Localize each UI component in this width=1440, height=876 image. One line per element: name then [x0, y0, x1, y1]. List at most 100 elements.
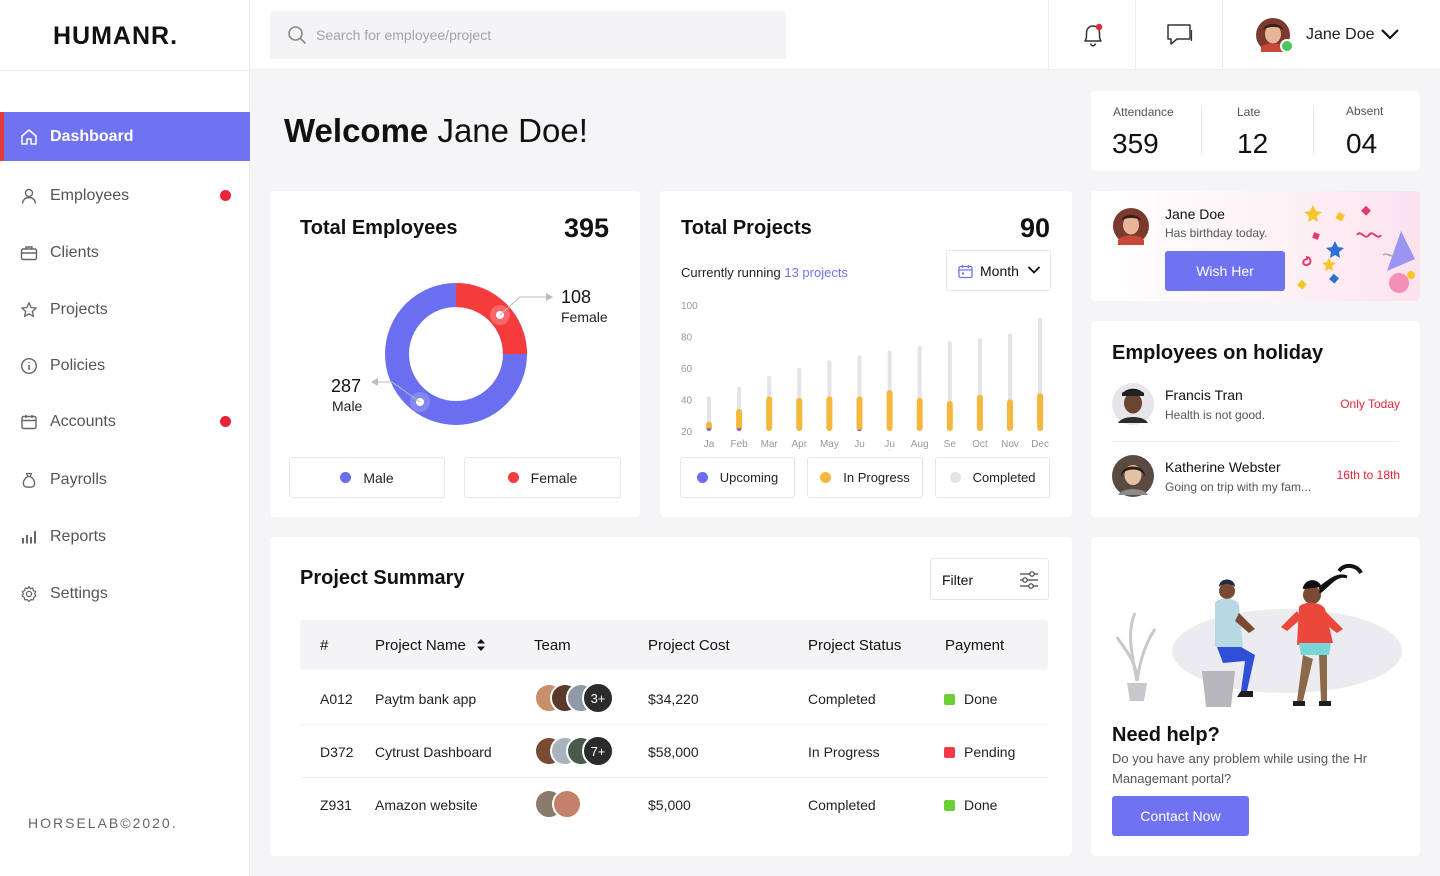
- sidebar-item-label: Clients: [50, 243, 99, 261]
- column-header-cost: Project Cost: [648, 637, 730, 654]
- logo[interactable]: HUMANR.: [53, 22, 179, 50]
- team-avatars[interactable]: [534, 787, 594, 823]
- running-label: Currently running: [681, 265, 781, 280]
- bar-upcoming[interactable]: [707, 427, 711, 431]
- bar-in-progress[interactable]: [856, 396, 863, 431]
- holiday-name: Katherine Webster: [1165, 459, 1281, 475]
- help-card: Need help? Do you have any problem while…: [1091, 537, 1420, 856]
- bar-in-progress[interactable]: [766, 396, 773, 431]
- sidebar-item-accounts[interactable]: Accounts: [0, 397, 250, 446]
- help-text: Do you have any problem while using the …: [1112, 751, 1368, 786]
- chevron-down-icon[interactable]: [1380, 27, 1400, 41]
- bar-in-progress[interactable]: [946, 401, 953, 431]
- team-avatars[interactable]: 3+: [534, 681, 624, 717]
- sort-icon: [477, 639, 486, 651]
- chat-icon[interactable]: [1166, 22, 1194, 48]
- avatar[interactable]: [1255, 17, 1293, 55]
- payment-indicator: [944, 694, 955, 705]
- divider: [1201, 105, 1202, 155]
- legend-in-progress-button[interactable]: In Progress: [807, 457, 923, 498]
- gear-icon: [21, 585, 37, 602]
- payment-label: Done: [964, 691, 998, 707]
- sidebar-item-label: Projects: [50, 300, 108, 318]
- x-tick-label: Aug: [911, 439, 929, 450]
- holiday-note: Health is not good.: [1165, 408, 1266, 422]
- holiday-when: Only Today: [1340, 397, 1400, 411]
- legend-label: In Progress: [843, 470, 910, 485]
- legend-upcoming-button[interactable]: Upcoming: [680, 457, 795, 498]
- avatar: [1113, 208, 1149, 245]
- legend-label: Male: [363, 469, 394, 486]
- project-name: Amazon website: [375, 797, 478, 813]
- projects-bar-chart: 10080604020JanFebMarAprMayJunJulAugSepOc…: [681, 301, 1049, 451]
- project-status: Completed: [808, 797, 876, 813]
- bar-upcoming[interactable]: [857, 429, 862, 431]
- legend-female-button[interactable]: Female: [464, 457, 621, 498]
- payment-indicator: [944, 747, 955, 758]
- sidebar-item-dashboard[interactable]: Dashboard: [0, 112, 250, 161]
- sidebar-item-label: Policies: [50, 356, 106, 374]
- y-tick-label: 100: [681, 301, 698, 312]
- divider: [1313, 105, 1314, 155]
- sidebar-item-employees[interactable]: Employees: [0, 171, 250, 220]
- user-icon: [21, 188, 37, 204]
- avatar: [1112, 383, 1154, 425]
- sidebar-item-clients[interactable]: Clients: [0, 228, 250, 277]
- notification-dot: [220, 190, 231, 201]
- user-name[interactable]: Jane Doe: [1306, 26, 1375, 43]
- legend-label: Female: [530, 469, 578, 486]
- sidebar-item-label: Employees: [50, 186, 130, 204]
- row-divider: [300, 724, 1048, 725]
- avatar: [552, 789, 582, 819]
- bar-in-progress[interactable]: [916, 397, 923, 431]
- wish-her-button[interactable]: Wish Her: [1165, 251, 1285, 291]
- attendance-label: Attendance: [1113, 105, 1174, 119]
- x-tick-label: Ja: [704, 439, 715, 450]
- column-header-project-name[interactable]: Project Name: [375, 637, 486, 654]
- legend-dot: [820, 472, 832, 483]
- bar-in-progress[interactable]: [736, 408, 743, 431]
- contact-now-button[interactable]: Contact Now: [1112, 796, 1249, 836]
- legend-dot: [340, 472, 352, 483]
- holiday-card: Employees on holiday Francis Tran Health…: [1091, 321, 1420, 517]
- sidebar-item-payrolls[interactable]: Payrolls: [0, 455, 250, 504]
- search-input[interactable]: [316, 11, 776, 59]
- page-title: Welcome Jane Doe!: [284, 112, 588, 150]
- bar-in-progress[interactable]: [796, 397, 803, 431]
- legend-completed-button[interactable]: Completed: [935, 457, 1050, 498]
- absent-value: 04: [1346, 128, 1378, 159]
- project-id: A012: [320, 691, 353, 707]
- project-cost: $34,220: [648, 691, 699, 707]
- x-tick-label: Apr: [792, 439, 808, 450]
- card-title: Employees on holiday: [1112, 342, 1324, 364]
- bar-in-progress[interactable]: [826, 396, 833, 431]
- footer-copyright: HORSELAB©2020.: [28, 815, 178, 831]
- payment-label: Done: [964, 797, 998, 813]
- x-tick-label: Feb: [730, 439, 748, 450]
- search-box[interactable]: [270, 11, 786, 59]
- sidebar-item-projects[interactable]: Projects: [0, 285, 250, 334]
- bar-in-progress[interactable]: [1007, 399, 1013, 432]
- confetti-illustration: [1297, 205, 1415, 293]
- legend-label: Upcoming: [719, 470, 779, 485]
- sidebar-item-reports[interactable]: Reports: [0, 512, 250, 561]
- column-header-status: Project Status: [808, 637, 902, 654]
- sidebar-item-settings[interactable]: Settings: [0, 569, 250, 618]
- legend-label: Completed: [972, 470, 1036, 485]
- team-avatars[interactable]: 7+: [534, 734, 624, 770]
- sidebar-item-label: Accounts: [50, 412, 116, 430]
- filter-button[interactable]: Filter: [930, 558, 1049, 600]
- bar-in-progress[interactable]: [1037, 393, 1044, 431]
- male-value: 287: [331, 376, 362, 396]
- bar-upcoming[interactable]: [737, 427, 742, 431]
- project-status: In Progress: [808, 744, 880, 760]
- bell-icon[interactable]: [1080, 21, 1106, 49]
- payment-status: Done: [944, 797, 997, 813]
- bar-in-progress[interactable]: [976, 394, 983, 431]
- period-select[interactable]: Month: [946, 250, 1051, 291]
- bar-in-progress[interactable]: [886, 390, 893, 431]
- sidebar-item-policies[interactable]: Policies: [0, 341, 250, 390]
- running-projects-link[interactable]: 13 projects: [784, 265, 848, 280]
- column-header-label: Project Name: [375, 637, 466, 654]
- legend-male-button[interactable]: Male: [289, 457, 445, 498]
